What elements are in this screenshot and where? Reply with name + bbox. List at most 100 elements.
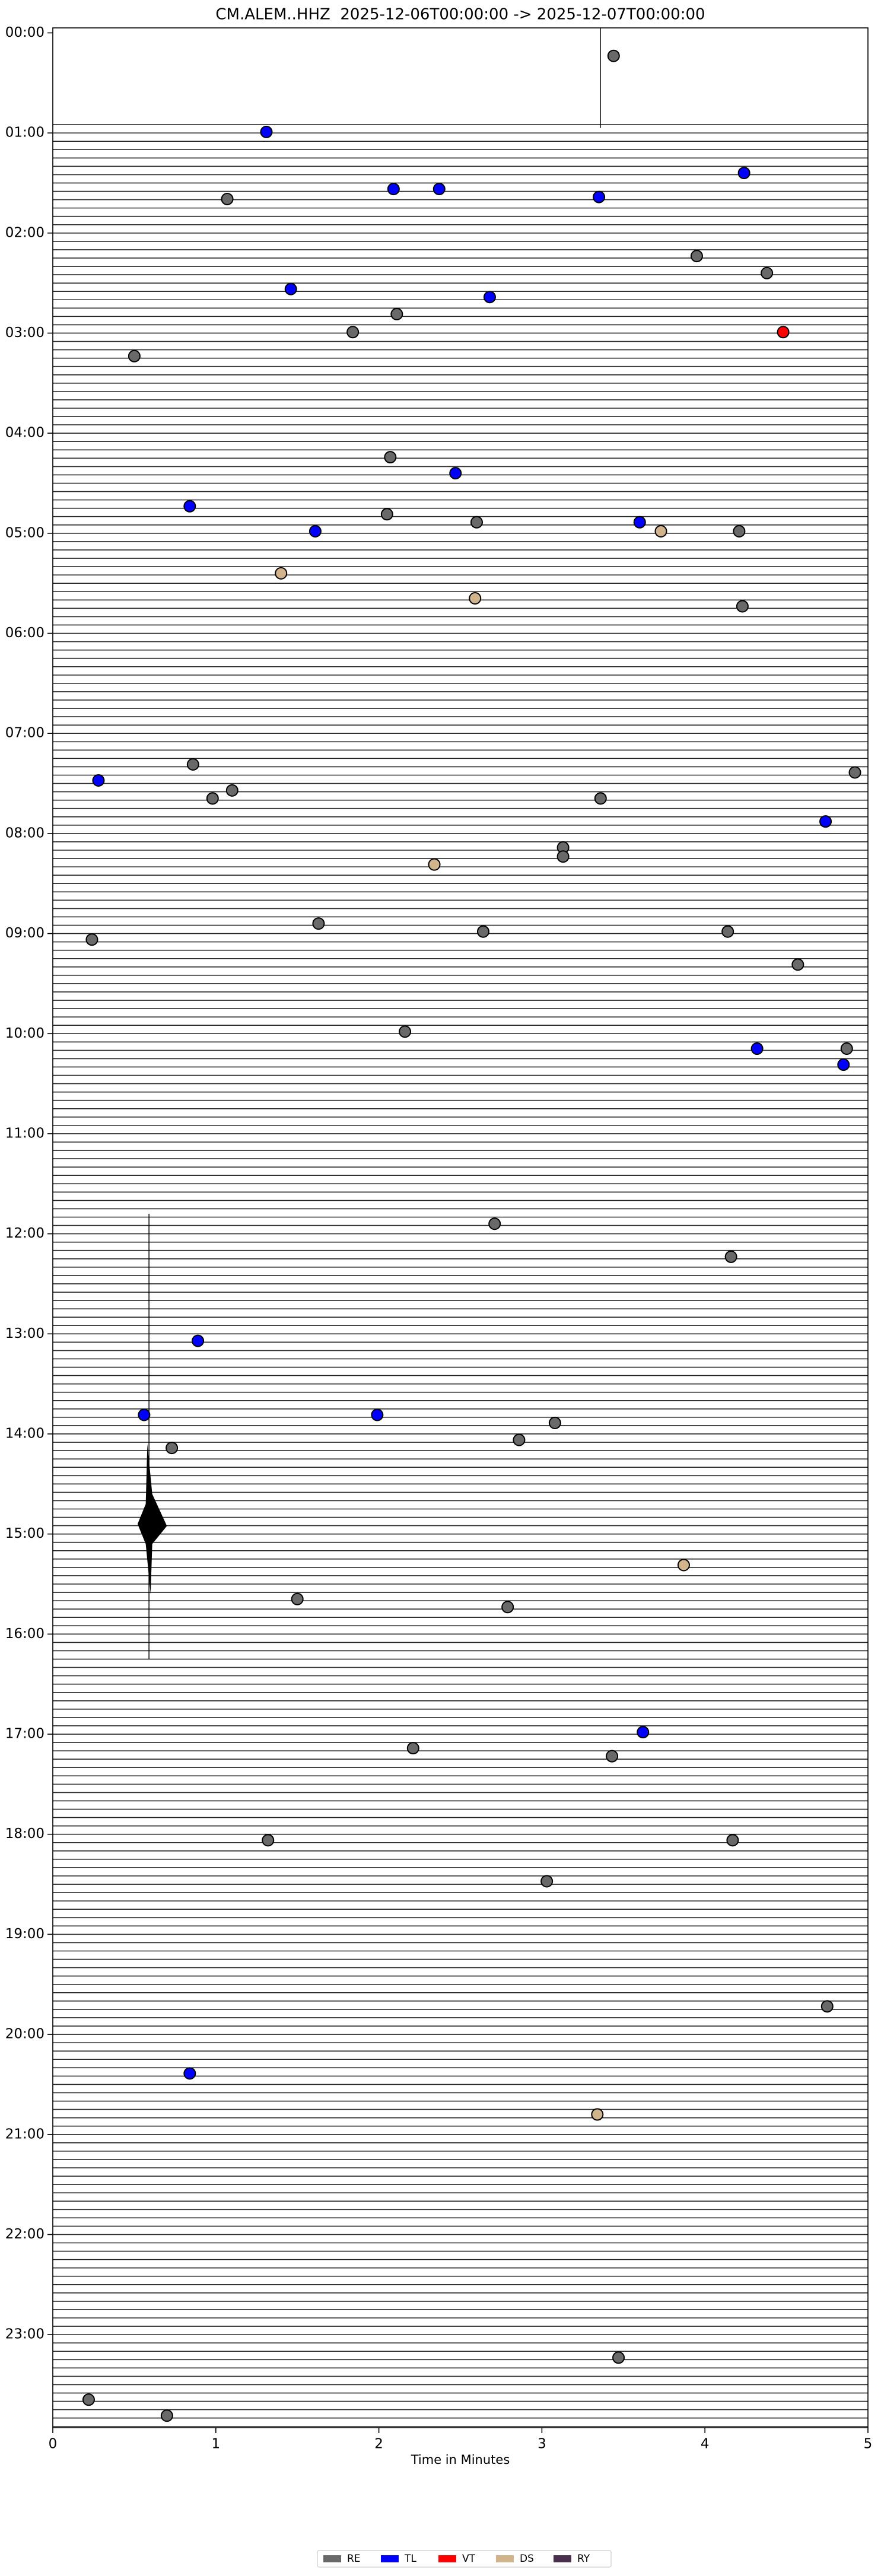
event-marker: [390, 307, 403, 320]
x-tick-label: 5: [864, 2437, 873, 2452]
y-tick-label: 02:00: [5, 225, 44, 240]
event-marker: [260, 125, 273, 138]
y-tick-label: 04:00: [5, 425, 44, 441]
event-marker: [470, 516, 483, 529]
y-tick-label: 19:00: [5, 1926, 44, 1942]
event-marker: [840, 1042, 853, 1055]
y-tick-label: 17:00: [5, 1726, 44, 1742]
event-marker: [612, 2351, 625, 2364]
event-marker: [183, 2067, 196, 2080]
quake-burst: [137, 1443, 167, 1594]
event-marker: [160, 2409, 173, 2422]
x-tick-label: 2: [374, 2437, 383, 2452]
y-tick-label: 14:00: [5, 1426, 44, 1441]
event-marker: [721, 925, 734, 938]
y-tick-label: 23:00: [5, 2327, 44, 2342]
event-marker: [591, 2108, 604, 2121]
y-tick-label: 03:00: [5, 325, 44, 341]
y-tick-label: 21:00: [5, 2126, 44, 2142]
event-marker: [308, 524, 322, 538]
event-marker: [82, 2393, 95, 2406]
event-marker: [848, 766, 861, 779]
event-marker: [637, 1726, 650, 1739]
event-marker: [837, 1058, 850, 1071]
event-marker: [92, 774, 105, 787]
event-marker: [291, 1592, 304, 1605]
event-marker: [469, 591, 482, 605]
event-marker: [284, 282, 297, 295]
chart-title: CM.ALEM..HHZ 2025-12-06T00:00:00 -> 2025…: [215, 6, 705, 24]
event-marker: [777, 326, 790, 339]
event-marker: [428, 858, 441, 871]
y-tick-label: 10:00: [5, 1026, 44, 1041]
event-marker: [737, 167, 750, 180]
y-tick-label: 18:00: [5, 1826, 44, 1842]
event-marker: [128, 349, 141, 362]
y-tick-label: 05:00: [5, 525, 44, 540]
legend-label: DS: [520, 2553, 534, 2565]
legend-label: RY: [577, 2553, 590, 2565]
event-marker: [85, 933, 98, 946]
event-marker: [593, 190, 606, 203]
y-tick-label: 13:00: [5, 1326, 44, 1341]
event-marker: [654, 524, 667, 538]
event-marker: [761, 266, 774, 279]
legend-swatch: [554, 2555, 571, 2562]
legend-swatch: [381, 2555, 399, 2562]
event-marker: [221, 192, 234, 205]
event-marker: [138, 1408, 151, 1421]
event-marker: [384, 451, 397, 464]
event-marker: [206, 792, 219, 805]
event-marker: [183, 500, 196, 513]
event-marker: [380, 508, 393, 521]
event-marker: [192, 1334, 205, 1347]
y-tick-label: 07:00: [5, 726, 44, 741]
x-tick-label: 3: [537, 2437, 546, 2452]
event-marker: [166, 1442, 179, 1455]
event-marker: [399, 1025, 412, 1038]
event-marker: [312, 917, 325, 930]
event-marker: [387, 183, 400, 196]
event-marker: [594, 792, 607, 805]
event-marker: [488, 1217, 501, 1230]
event-marker: [677, 1559, 690, 1572]
event-marker: [606, 1750, 619, 1763]
event-marker: [432, 183, 446, 196]
y-tick-label: 11:00: [5, 1125, 44, 1141]
helicorder-traces: [53, 28, 868, 2427]
event-marker: [513, 1433, 526, 1446]
event-marker: [371, 1408, 384, 1421]
event-marker: [819, 815, 832, 828]
plot-frame: [52, 27, 869, 2428]
event-marker: [633, 516, 646, 529]
y-tick-label: 12:00: [5, 1226, 44, 1241]
event-marker: [548, 1416, 561, 1429]
event-marker: [820, 2000, 834, 2013]
y-tick-label: 16:00: [5, 1626, 44, 1642]
event-marker: [724, 1250, 737, 1263]
x-tick-label: 4: [701, 2437, 710, 2452]
legend-label: RE: [347, 2553, 361, 2565]
y-tick-label: 20:00: [5, 2027, 44, 2042]
event-marker: [483, 291, 496, 304]
y-tick-label: 08:00: [5, 825, 44, 841]
event-marker: [690, 250, 703, 263]
y-tick-label: 06:00: [5, 625, 44, 641]
event-marker: [225, 784, 238, 797]
y-tick-label: 01:00: [5, 125, 44, 141]
legend-swatch: [438, 2555, 456, 2562]
event-marker: [501, 1601, 514, 1614]
y-tick-label: 09:00: [5, 926, 44, 941]
y-tick-label: 00:00: [5, 25, 44, 40]
event-marker: [726, 1834, 739, 1847]
y-tick-label: 15:00: [5, 1526, 44, 1541]
x-axis-label: Time in Minutes: [411, 2453, 510, 2467]
event-marker: [733, 524, 746, 538]
x-tick-label: 1: [211, 2437, 220, 2452]
event-marker: [186, 758, 199, 771]
legend-swatch: [496, 2555, 514, 2562]
event-marker: [791, 958, 804, 971]
event-marker: [346, 326, 360, 339]
